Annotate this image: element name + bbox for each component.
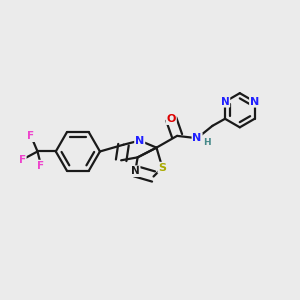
Text: F: F: [38, 160, 45, 171]
Text: N: N: [135, 136, 144, 146]
Text: O: O: [167, 114, 176, 124]
Text: N: N: [250, 97, 259, 107]
Text: N: N: [193, 133, 202, 143]
Text: S: S: [158, 163, 166, 173]
Text: F: F: [19, 155, 26, 165]
Text: N: N: [131, 166, 140, 176]
Text: N: N: [220, 97, 230, 107]
Text: H: H: [203, 138, 210, 147]
Text: F: F: [28, 131, 34, 141]
